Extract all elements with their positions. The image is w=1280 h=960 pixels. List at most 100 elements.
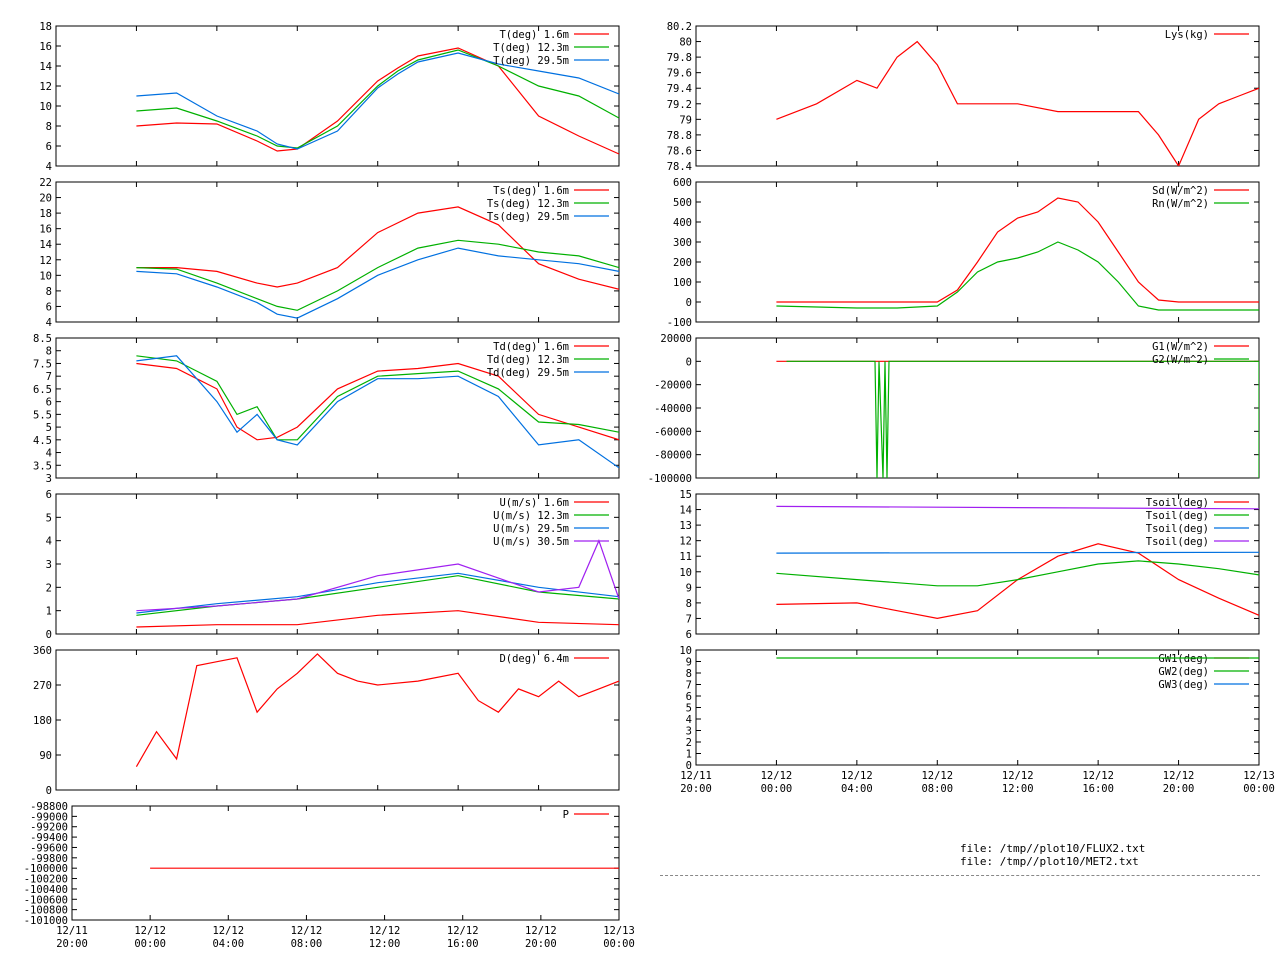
y-tick-label: 0	[686, 297, 692, 309]
y-tick-label: -101000	[24, 915, 68, 927]
y-tick-label: 13	[679, 520, 692, 532]
y-tick-label: -60000	[654, 426, 692, 438]
legend-label: Td(deg) 12.3m	[487, 354, 569, 366]
y-tick-label: 600	[673, 177, 692, 189]
file-list: file: /tmp//plot10/FLUX2.txt file: /tmp//…	[960, 842, 1145, 868]
wind-dir-panel: 0 90 180 270 360 D(deg) 6.4m	[33, 645, 620, 797]
y-tick-label: 8	[46, 286, 52, 298]
x-tick-label-time: 08:00	[921, 783, 953, 795]
file-label-2: file: /tmp//plot10/MET2.txt	[960, 855, 1139, 868]
y-tick-label: 80.2	[667, 21, 692, 33]
legend-label: GW3(deg)	[1158, 679, 1209, 691]
x-tick-label-time: 12:00	[1002, 783, 1034, 795]
y-tick-label: 20	[39, 193, 52, 205]
x-tick-label-date: 12/12	[134, 925, 166, 937]
legend-label: Tsoil(deg)	[1146, 536, 1209, 548]
y-tick-label: -100000	[648, 473, 692, 485]
groundwater-panel: 01234567891012/1120:0012/1200:0012/1204:…	[679, 645, 1274, 795]
x-tick-label-date: 12/12	[291, 925, 323, 937]
legend-label: P	[563, 809, 569, 821]
y-tick-label: 78.4	[667, 161, 692, 173]
y-tick-label: 14	[39, 239, 52, 251]
y-tick-label: 18	[39, 21, 52, 33]
y-tick-label: -40000	[654, 403, 692, 415]
y-tick-label: 6	[686, 691, 692, 703]
soil-temp-series-0	[776, 543, 1259, 620]
dew-temp-panel: 33.544.555.566.577.588.5Td(deg) 1.6mTd(d…	[33, 333, 620, 485]
y-tick-label: 2	[686, 737, 692, 749]
radiation-series-0	[776, 197, 1259, 303]
y-tick-label: 79.8	[667, 52, 692, 64]
y-tick-label: 79	[679, 114, 692, 126]
y-tick-label: -100800	[24, 905, 68, 917]
legend-label: Ts(deg) 1.6m	[493, 185, 569, 197]
y-tick-label: 6	[686, 629, 692, 641]
legend-label: Td(deg) 29.5m	[487, 367, 569, 379]
legend-label: T(deg) 29.5m	[493, 55, 569, 67]
y-tick-label: 4	[46, 448, 52, 460]
y-tick-label: -80000	[654, 450, 692, 462]
legend-label: Sd(W/m^2)	[1152, 185, 1209, 197]
x-tick-label-date: 12/12	[1163, 770, 1195, 782]
y-tick-label: -99000	[30, 811, 68, 823]
y-tick-label: 100	[673, 277, 692, 289]
y-tick-label: 270	[33, 680, 52, 692]
x-tick-label-date: 12/12	[212, 925, 244, 937]
x-tick-label-time: 08:00	[291, 938, 323, 950]
y-tick-label: 6	[46, 489, 52, 501]
ground-heat-panel: -100000 -80000 -60000 -40000 -20000 0 20000 G1(…	[648, 333, 1260, 485]
lys-panel: 78.4 78.6 78.8 79 79.2 79.4 79.6 79.8 80 80.2 Lys(…	[667, 21, 1260, 173]
x-tick-label-time: 04:00	[212, 938, 244, 950]
y-tick-label: 79.4	[667, 83, 692, 95]
separator-line	[660, 875, 1260, 876]
air-temp-series-2	[136, 52, 619, 150]
pressure-panel: -101000-100800-100600-100400-100200-1000…	[24, 801, 635, 950]
air-temp-frame	[55, 25, 620, 167]
x-tick-label-time: 20:00	[525, 938, 557, 950]
x-tick-label-time: 20:00	[1163, 783, 1195, 795]
y-tick-label: 10	[39, 101, 52, 113]
x-tick-label-date: 12/12	[447, 925, 479, 937]
y-tick-label: 1	[46, 606, 52, 618]
y-tick-label: 10	[39, 270, 52, 282]
soil-surface-temp-series-1	[136, 239, 619, 311]
file-label-1: file: /tmp//plot10/FLUX2.txt	[960, 842, 1146, 855]
legend-label: Lys(kg)	[1165, 29, 1209, 41]
soil-surface-temp-frame	[55, 181, 620, 323]
y-tick-label: 14	[39, 61, 52, 73]
y-tick-label: 4	[686, 714, 692, 726]
dew-temp-series-1	[136, 355, 619, 441]
y-tick-label: 10	[679, 567, 692, 579]
y-tick-label: 5	[686, 703, 692, 715]
y-tick-label: 8	[686, 598, 692, 610]
legend-label: GW2(deg)	[1158, 666, 1209, 678]
y-tick-label: 6	[46, 141, 52, 153]
y-tick-label: 400	[673, 217, 692, 229]
y-tick-label: 9	[686, 657, 692, 669]
y-tick-label: 79.2	[667, 99, 692, 111]
x-tick-label-time: 00:00	[603, 938, 635, 950]
y-tick-label: 12	[39, 81, 52, 93]
y-tick-label: 78.6	[667, 145, 692, 157]
y-tick-label: 22	[39, 177, 52, 189]
y-tick-label: 6	[46, 397, 52, 409]
legend-label: Ts(deg) 12.3m	[487, 198, 569, 210]
y-tick-label: 8	[686, 668, 692, 680]
y-tick-label: 8	[46, 121, 52, 133]
dew-temp-series-2	[136, 355, 619, 469]
y-tick-label: 3	[46, 559, 52, 571]
x-tick-label-date: 12/12	[525, 925, 557, 937]
x-tick-label-time: 00:00	[1243, 783, 1275, 795]
ground-heat-series-1	[786, 360, 1259, 478]
y-tick-label: 18	[39, 208, 52, 220]
dew-temp-frame	[55, 337, 620, 479]
y-tick-label: -100000	[24, 863, 68, 875]
y-tick-label: -99200	[30, 822, 68, 834]
y-tick-label: 300	[673, 237, 692, 249]
legend-label: Tsoil(deg)	[1146, 523, 1209, 535]
legend-label: D(deg) 6.4m	[499, 653, 569, 665]
soil-temp-series-3	[776, 505, 1259, 510]
legend-label: Ts(deg) 29.5m	[487, 211, 569, 223]
